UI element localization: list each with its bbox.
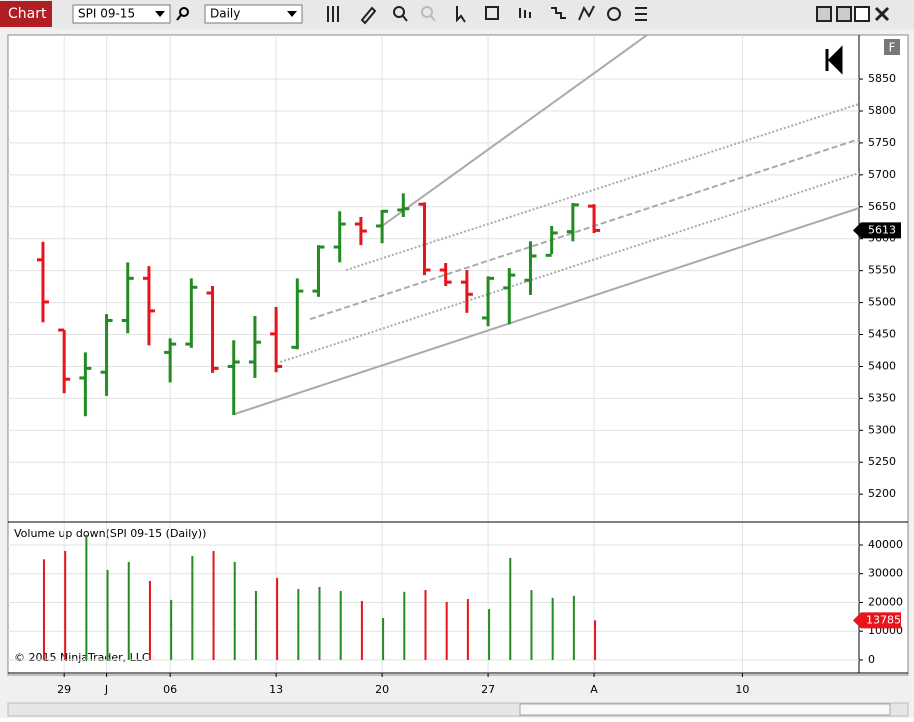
chart-tab-label: Chart <box>8 6 47 22</box>
scroll-thumb[interactable] <box>519 703 891 716</box>
volume-bar <box>64 551 67 660</box>
instrument-text: SPI 09-15 <box>78 7 135 21</box>
x-tick-label: 13 <box>269 683 283 696</box>
jump-end-icon[interactable] <box>825 45 843 75</box>
volume-bar <box>297 588 300 660</box>
volume-bar <box>42 559 45 660</box>
y-tick-label: 20000 <box>868 595 903 608</box>
interval-text: Daily <box>210 7 240 21</box>
volume-marker <box>853 612 901 629</box>
volume-bar <box>403 591 406 660</box>
y-tick-label: 5700 <box>868 168 896 181</box>
x-tick-label: J <box>104 683 108 696</box>
y-tick-label: 5500 <box>868 296 896 309</box>
trend-line <box>345 103 859 271</box>
price-marker <box>853 222 901 239</box>
volume-bar <box>360 601 363 660</box>
volume-bar <box>339 590 342 660</box>
volume-bar <box>85 534 88 660</box>
volume-bar <box>106 569 109 660</box>
volume-bar <box>233 561 236 660</box>
chart-area <box>7 34 909 676</box>
volume-bar <box>276 578 279 660</box>
toolbar-icons[interactable] <box>327 5 890 25</box>
y-tick-label: 5250 <box>868 455 896 468</box>
copyright: © 2015 NinjaTrader, LLC <box>14 651 150 664</box>
volume-bar <box>551 597 554 660</box>
volume-bar <box>530 590 533 660</box>
y-tick-label: 5450 <box>868 328 896 341</box>
trend-line <box>233 207 859 416</box>
volume-bar <box>466 599 469 660</box>
x-tick-label: A <box>590 683 598 696</box>
x-tick-label: 06 <box>163 683 177 696</box>
volume-bar <box>445 601 448 660</box>
y-tick-label: 5800 <box>868 104 896 117</box>
price-marker-label: 5613 <box>868 223 896 236</box>
volume-bar <box>594 620 597 660</box>
trend-line <box>381 35 648 227</box>
x-tick-label: 27 <box>481 683 495 696</box>
volume-bar <box>170 599 173 660</box>
trend-line <box>280 171 859 363</box>
y-tick-label: 5550 <box>868 264 896 277</box>
x-tick-label: 29 <box>57 683 71 696</box>
volume-bar <box>191 555 194 660</box>
search-icon[interactable] <box>179 7 189 17</box>
chart-tab[interactable] <box>0 1 52 27</box>
dropdown-arrow <box>287 11 297 17</box>
y-tick-label: 5750 <box>868 136 896 149</box>
y-tick-label: 5300 <box>868 423 896 436</box>
volume-bar <box>424 590 427 660</box>
trend-lines <box>233 35 859 416</box>
volume-bar <box>148 580 151 660</box>
y-tick-label: 40000 <box>868 538 903 551</box>
side-button[interactable] <box>884 39 900 55</box>
search-handle <box>176 14 182 21</box>
volume-bar <box>318 586 321 660</box>
volume-bar <box>127 561 130 660</box>
dropdown-arrow <box>155 11 165 17</box>
volume-bar <box>254 590 257 660</box>
volume-marker-label: 13785 <box>866 613 901 626</box>
volume-bar <box>509 557 512 660</box>
y-tick-label: 5350 <box>868 391 896 404</box>
x-tick-label: 10 <box>735 683 749 696</box>
volume-bar <box>382 617 385 660</box>
interval-select[interactable] <box>204 4 303 24</box>
volume-bar <box>212 551 215 660</box>
y-tick-label: 5650 <box>868 200 896 213</box>
side-button-label: F <box>889 41 896 55</box>
instrument-select[interactable] <box>72 4 171 24</box>
trend-line <box>309 138 859 321</box>
volume-title: Volume up down(SPI 09-15 (Daily)) <box>14 527 206 540</box>
volume-bar <box>488 609 491 660</box>
volume-bar <box>572 595 575 660</box>
y-tick-label: 5400 <box>868 359 896 372</box>
x-tick-label: 20 <box>375 683 389 696</box>
y-tick-label: 0 <box>868 653 875 666</box>
y-tick-label: 5200 <box>868 487 896 500</box>
y-tick-label: 30000 <box>868 567 903 580</box>
y-tick-label: 5850 <box>868 72 896 85</box>
